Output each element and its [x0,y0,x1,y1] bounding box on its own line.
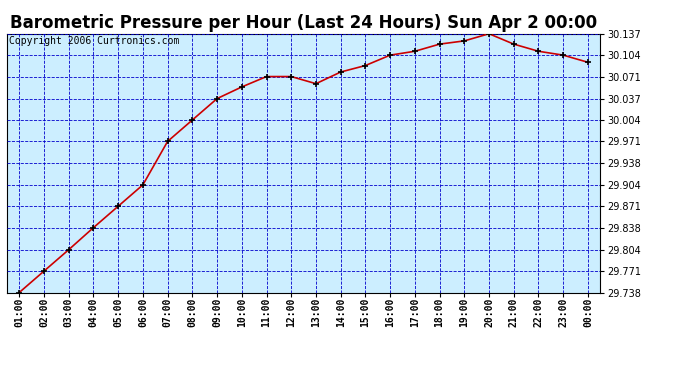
Title: Barometric Pressure per Hour (Last 24 Hours) Sun Apr 2 00:00: Barometric Pressure per Hour (Last 24 Ho… [10,14,597,32]
Text: Copyright 2006 Curtronics.com: Copyright 2006 Curtronics.com [9,36,179,46]
